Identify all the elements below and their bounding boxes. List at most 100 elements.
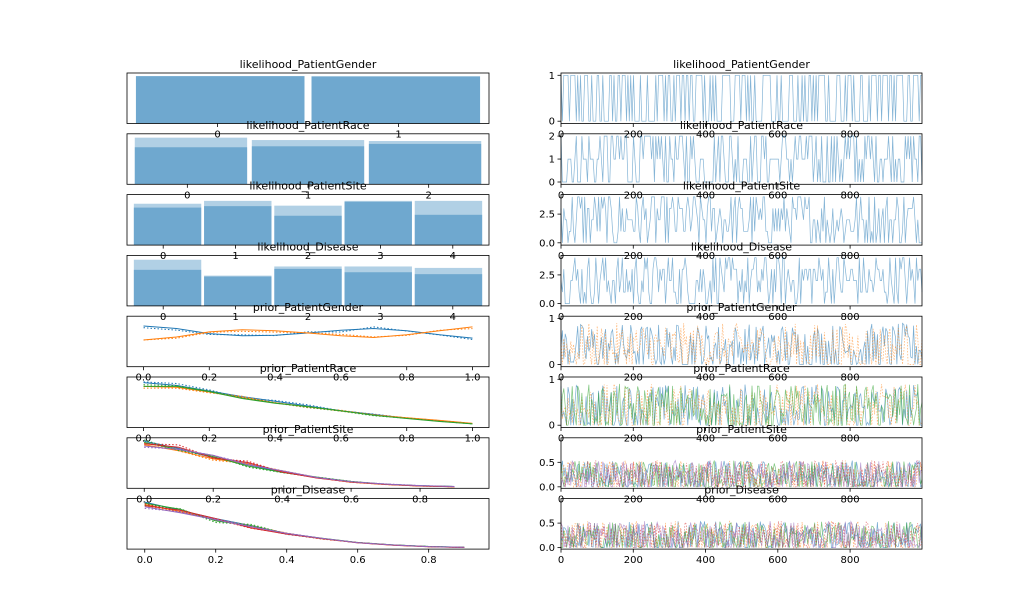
chart-title: prior_PatientGender xyxy=(686,301,797,314)
x-tick-label: 4 xyxy=(450,312,456,323)
x-tick-label: 0.4 xyxy=(267,434,283,445)
trace-panel: likelihood_PatientSite 0 200 400 600 800 0.0 2.… xyxy=(539,180,923,262)
y-tick-label: 0.5 xyxy=(539,519,555,530)
density-line-dotted xyxy=(144,439,455,488)
x-tick-label: 0.6 xyxy=(343,494,359,505)
chart-title: prior_PatientGender xyxy=(253,301,364,314)
x-tick-label: 3 xyxy=(377,312,383,323)
x-tick-label: 0.0 xyxy=(136,494,152,505)
density-line xyxy=(143,385,473,425)
y-tick-label: 0.0 xyxy=(539,482,555,493)
axes-frame xyxy=(126,498,490,550)
axes-frame xyxy=(560,315,923,368)
x-tick-label: 0.6 xyxy=(350,555,366,566)
chart-title: likelihood_PatientRace xyxy=(246,119,369,132)
x-tick-label: 800 xyxy=(841,251,860,262)
bar xyxy=(204,206,272,246)
density-line-dotted xyxy=(144,505,465,548)
x-tick-label: 200 xyxy=(624,190,643,201)
y-tick-label: 0 xyxy=(549,360,555,371)
chart-title: likelihood_PatientGender xyxy=(673,58,810,71)
x-tick-label: 0.6 xyxy=(333,373,349,384)
axes-frame xyxy=(126,437,490,489)
x-tick-label: 1 xyxy=(232,312,238,323)
density-line-dotted xyxy=(144,446,455,487)
axes-frame xyxy=(560,72,923,124)
x-tick-label: 400 xyxy=(696,434,715,445)
trace-line xyxy=(560,74,922,122)
y-tick-label: 0.0 xyxy=(539,543,555,554)
x-tick-label: 2 xyxy=(425,190,431,201)
x-tick-label: 600 xyxy=(768,130,787,141)
posterior-panel: prior_Disease 0.0 0.2 0.4 0.6 0.8 xyxy=(126,484,490,566)
chart-title: prior_PatientRace xyxy=(260,362,357,375)
chart-title: prior_PatientSite xyxy=(263,423,354,436)
x-tick-label: 1.0 xyxy=(465,434,481,445)
x-tick-label: 0.8 xyxy=(412,494,428,505)
bar xyxy=(134,137,248,185)
x-tick-label: 600 xyxy=(768,373,787,384)
trace-line xyxy=(560,257,923,304)
density-line-dotted xyxy=(144,503,465,548)
x-tick-label: 200 xyxy=(624,312,643,323)
bar xyxy=(414,200,483,246)
x-tick-label: 1.0 xyxy=(465,373,481,384)
chart-title: likelihood_PatientSite xyxy=(249,180,367,193)
x-tick-label: 200 xyxy=(624,494,643,505)
posterior-panel: likelihood_PatientSite 0 1 2 3 4 xyxy=(126,180,490,262)
bar xyxy=(135,76,305,124)
x-tick-label: 800 xyxy=(841,373,860,384)
density-line-dotted xyxy=(144,439,455,487)
y-tick-label: 2.5 xyxy=(539,210,555,221)
bar xyxy=(368,143,482,185)
trace-line xyxy=(560,460,923,489)
posterior-panel: likelihood_PatientGender 0 1 xyxy=(126,58,490,141)
density-line xyxy=(144,505,465,548)
chart-title: likelihood_PatientSite xyxy=(683,180,801,193)
x-tick-label: 800 xyxy=(841,494,860,505)
x-tick-label: 600 xyxy=(768,312,787,323)
x-tick-label: 400 xyxy=(696,373,715,384)
bar xyxy=(274,215,342,246)
x-tick-label: 600 xyxy=(768,555,787,566)
y-tick-label: 2.5 xyxy=(539,270,555,281)
bar xyxy=(133,203,202,246)
x-tick-label: 0.4 xyxy=(274,494,290,505)
chart-title: likelihood_PatientRace xyxy=(680,119,803,132)
axes-frame xyxy=(126,315,490,368)
density-line-dotted xyxy=(144,504,465,548)
x-tick-label: 0.8 xyxy=(399,434,415,445)
y-tick-label: 2 xyxy=(549,132,555,143)
density-line xyxy=(144,442,455,487)
trace-line xyxy=(560,521,923,549)
density-line-dotted xyxy=(144,443,455,488)
x-tick-label: 200 xyxy=(624,555,643,566)
bar xyxy=(344,200,412,246)
chart-title: prior_PatientRace xyxy=(693,362,790,375)
trace-line xyxy=(560,383,923,427)
x-tick-label: 0.4 xyxy=(267,373,283,384)
posterior-panel: prior_PatientSite 0.0 0.2 0.4 0.6 0.8 xyxy=(126,423,490,505)
bar xyxy=(344,201,412,246)
x-tick-label: 2 xyxy=(305,251,311,262)
bar xyxy=(344,266,412,306)
axes-frame xyxy=(560,194,923,246)
x-tick-label: 0 xyxy=(184,190,190,201)
x-tick-label: 0 xyxy=(214,130,220,141)
posterior-panel: prior_PatientGender 0.0 0.2 0.4 0.6 0.8 1.0 xyxy=(126,301,490,384)
y-tick-label: 1 xyxy=(549,71,555,82)
x-tick-label: 0.4 xyxy=(279,555,295,566)
density-line-dotted xyxy=(144,507,465,548)
x-tick-label: 0.6 xyxy=(333,434,349,445)
bar xyxy=(414,274,483,306)
x-tick-label: 0.8 xyxy=(421,555,437,566)
x-tick-label: 800 xyxy=(841,312,860,323)
x-tick-label: 400 xyxy=(696,555,715,566)
trace-panel: prior_Disease 0 200 400 600 800 0.0 0.5 xyxy=(539,484,923,566)
chart-title: likelihood_Disease xyxy=(257,240,358,253)
bar xyxy=(368,141,482,185)
density-line-dotted xyxy=(143,384,473,425)
bar xyxy=(133,269,202,306)
bar xyxy=(134,147,248,185)
bar xyxy=(274,268,342,306)
